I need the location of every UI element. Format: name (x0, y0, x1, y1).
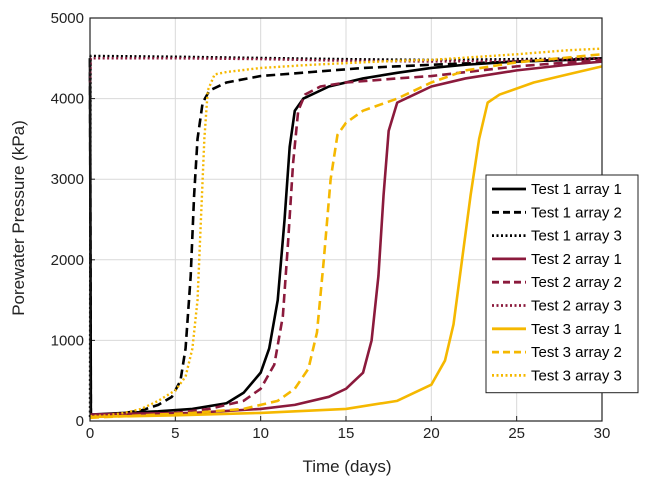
legend-label: Test 1 array 3 (531, 228, 622, 245)
legend-box (485, 174, 639, 394)
legend-label: Test 1 array 1 (531, 181, 622, 198)
legend-label: Test 2 array 2 (531, 274, 622, 291)
tick-labels: 0 5 10 15 20 25 30 0 1000 2000 3000 4000 5000 (51, 10, 611, 442)
x-axis-label: Time (days) (302, 457, 391, 476)
y-tick-label: 4000 (51, 91, 84, 108)
legend-label: Test 3 array 1 (531, 321, 622, 338)
y-tick-label: 3000 (51, 171, 84, 188)
series-line-7 (89, 65, 603, 419)
legend-label: Test 1 array 2 (531, 204, 622, 221)
x-tick-label: 30 (594, 425, 611, 442)
x-tick-label: 0 (86, 425, 94, 442)
y-tick-label: 5000 (51, 10, 84, 27)
y-tick-label: 2000 (51, 252, 84, 269)
legend-label: Test 3 array 2 (531, 344, 622, 361)
x-tick-label: 20 (423, 425, 440, 442)
series-line-4 (89, 60, 603, 416)
x-tick-label: 15 (338, 425, 355, 442)
x-tick-label: 10 (252, 425, 269, 442)
series-line-1 (88, 57, 603, 416)
series-layer (88, 47, 603, 420)
y-axis-label: Porewater Pressure (kPa) (9, 120, 28, 316)
legend-label: Test 2 array 3 (531, 298, 622, 315)
series-line-8 (89, 52, 603, 420)
series-line-5 (89, 58, 603, 418)
legend-label: Test 3 array 3 (531, 367, 622, 384)
x-tick-label: 25 (508, 425, 525, 442)
series-line-2 (88, 57, 603, 417)
x-tick-label: 5 (171, 425, 179, 442)
series-line-9 (89, 47, 603, 418)
legend-label: Test 2 array 1 (531, 251, 622, 268)
y-tick-label: 1000 (51, 332, 84, 349)
legend: Test 1 array 1 Test 1 array 2 Test 1 array… (485, 174, 639, 394)
y-tick-label: 0 (76, 413, 84, 430)
series-line-3 (88, 54, 603, 417)
